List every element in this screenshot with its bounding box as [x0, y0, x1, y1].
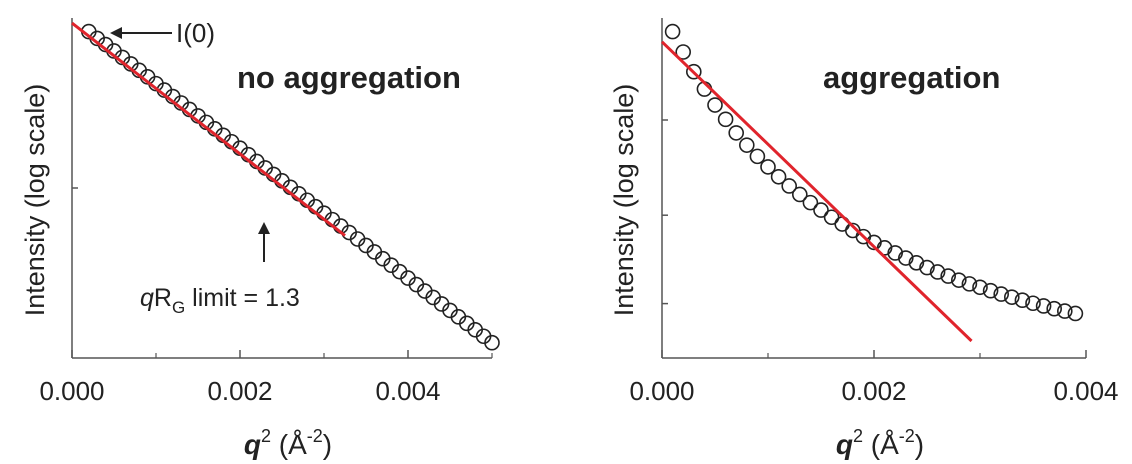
right-data-point: [749, 148, 766, 165]
right-fit-line: [660, 40, 973, 343]
right-chart-y-label: Intensity (log scale): [609, 84, 639, 317]
right-data-point: [972, 279, 988, 296]
left-x-label-end: ): [323, 429, 332, 460]
right-data-point: [919, 259, 935, 276]
right-data-point: [1014, 292, 1031, 309]
right-x-label-sup1: 2: [853, 426, 863, 446]
right-data-point: [760, 159, 776, 175]
right-data-point: [961, 276, 978, 292]
right-data-point: [908, 254, 925, 271]
left-x-label-q: q: [244, 429, 261, 460]
right-data-point: [940, 268, 957, 284]
right-data-point: [982, 282, 999, 299]
right-data-point: [664, 23, 681, 40]
i0-annotation: I(0): [110, 18, 215, 48]
right-data-point: [738, 137, 755, 153]
left-x-axis-label: q2 (Å-2): [244, 426, 332, 460]
right-data-point: [685, 63, 702, 80]
right-x-tick-label: 0.004: [1053, 376, 1118, 406]
right-x-label-end: ): [915, 429, 924, 460]
left-data-point: [484, 334, 500, 351]
left-chart-panel: Intensity (log scale) no aggregation I(0…: [20, 18, 500, 460]
right-data-point: [717, 111, 734, 128]
right-data-point: [1035, 298, 1052, 314]
i0-arrow-head: [110, 27, 122, 39]
right-x-axis-label: q2 (Å-2): [836, 426, 924, 460]
right-data-point: [993, 286, 1010, 302]
limit-label: qRG limit = 1.3: [140, 284, 300, 317]
left-x-tick-label: 0.000: [39, 376, 104, 406]
right-x-tick-label: 0.000: [629, 376, 694, 406]
left-x-tick-label: 0.004: [375, 376, 440, 406]
right-x-label-q: q: [836, 429, 853, 460]
right-data-point: [770, 168, 787, 185]
right-chart-panel: Intensity (log scale) aggregation q2 (Å-…: [609, 18, 1119, 460]
left-chart-y-label: Intensity (log scale): [20, 84, 50, 317]
left-x-label-sup1: 2: [261, 426, 271, 446]
right-data-point: [1067, 305, 1084, 322]
limit-label-r: R: [154, 284, 172, 312]
right-x-tick-label: 0.002: [841, 376, 906, 406]
i0-label: I(0): [176, 18, 215, 48]
right-x-label-mid: (Å: [863, 429, 899, 460]
left-fit-line: [71, 21, 346, 237]
right-data-point: [728, 125, 745, 141]
right-main-annotation: aggregation: [823, 60, 1000, 95]
right-data-point: [791, 186, 808, 203]
right-data-point: [897, 250, 914, 266]
left-y-axis-label: Intensity (log scale): [20, 84, 50, 317]
right-data-point: [813, 202, 829, 218]
right-data-point: [1025, 295, 1041, 312]
right-data-point: [950, 272, 967, 288]
limit-label-q: q: [140, 284, 154, 312]
left-x-label-sup2: -2: [307, 426, 323, 446]
right-data-point: [1046, 300, 1062, 317]
right-data-points: [664, 23, 1084, 322]
right-data-point: [802, 194, 819, 211]
right-data-point: [781, 178, 798, 194]
left-x-tick-label: 0.002: [207, 376, 272, 406]
limit-label-sub: G: [172, 298, 185, 317]
right-data-point: [929, 264, 946, 280]
right-data-point: [1057, 303, 1073, 319]
left-main-annotation: no aggregation: [237, 60, 461, 95]
limit-annotation: qRG limit = 1.3: [140, 222, 300, 317]
limit-label-rest: limit = 1.3: [185, 284, 300, 312]
right-data-point: [675, 44, 692, 60]
limit-arrow-head: [258, 222, 270, 234]
right-x-label-sup2: -2: [899, 426, 915, 446]
right-data-point: [707, 97, 723, 113]
left-x-label-mid: (Å: [271, 429, 307, 460]
right-y-axis-label: Intensity (log scale): [609, 84, 639, 317]
right-data-point: [1003, 289, 1020, 305]
